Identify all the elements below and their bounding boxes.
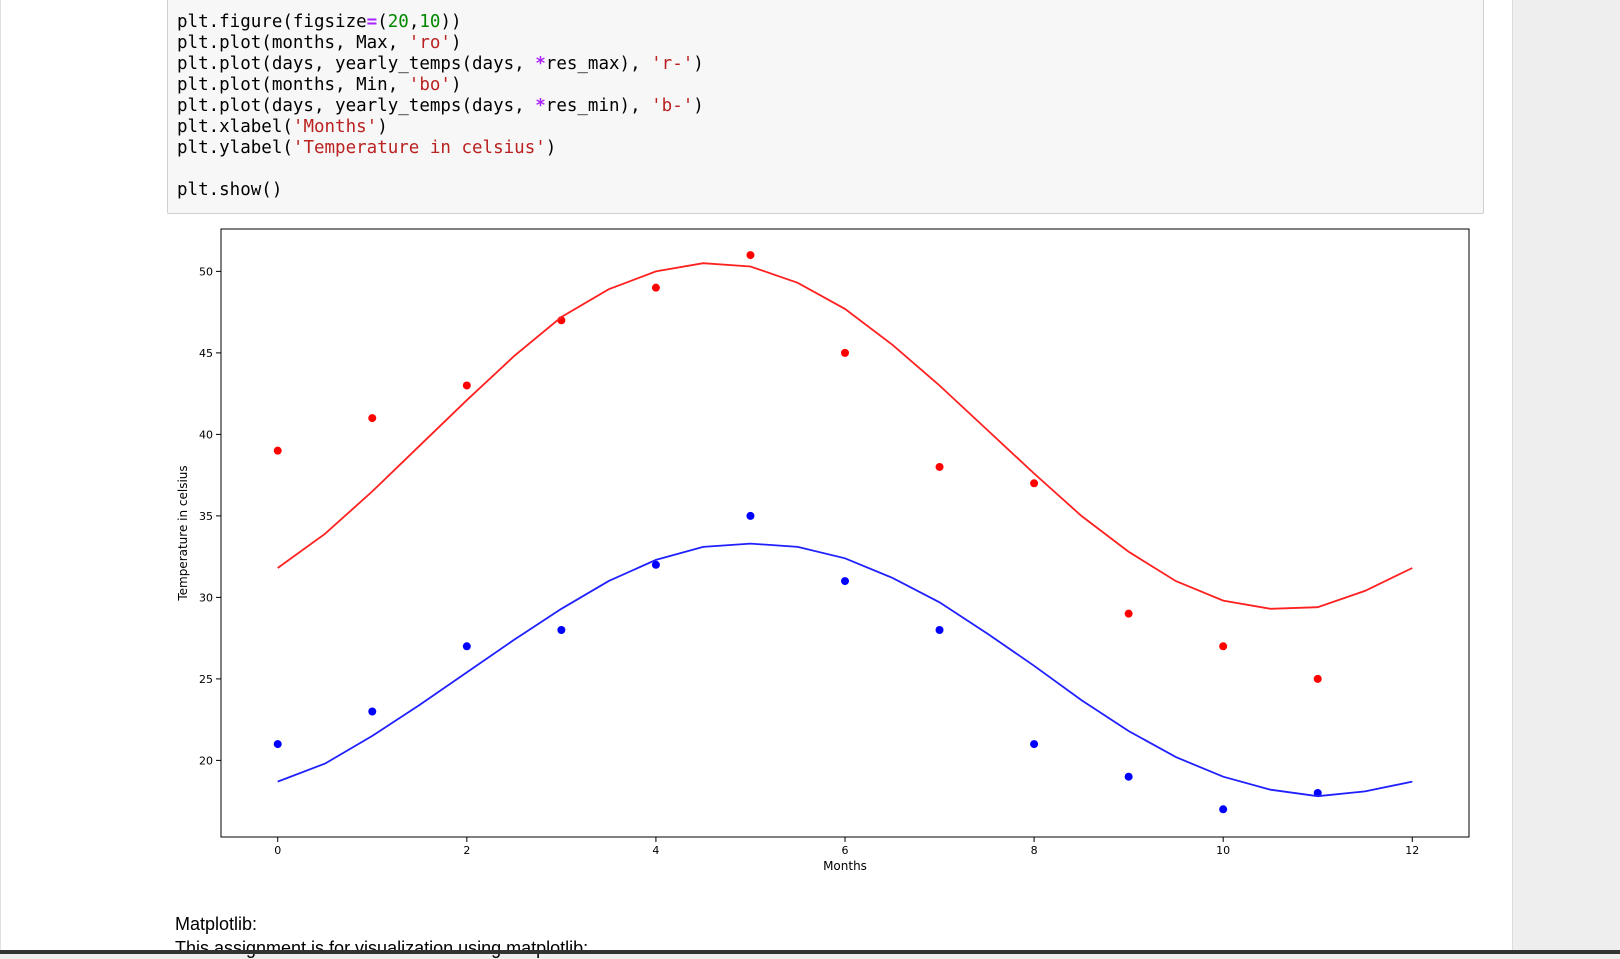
code-token: 10 bbox=[419, 12, 441, 32]
data-point bbox=[368, 707, 377, 716]
data-point bbox=[462, 381, 471, 390]
chart: 0 2 4 6 8 10 12 20 25 30 35 40 45 50 Months Temperature… bbox=[176, 228, 1470, 873]
y-tick-label: 45 bbox=[199, 347, 213, 360]
y-tick-label: 40 bbox=[199, 428, 213, 441]
data-point bbox=[1219, 642, 1228, 651]
data-point bbox=[746, 511, 755, 520]
code-token: * bbox=[535, 54, 546, 74]
code-line: plt.plot(months, Min, 'bo') bbox=[177, 75, 462, 96]
code-line: plt.plot(days, yearly_temps(days, *res_m… bbox=[177, 54, 704, 75]
code-token: )) bbox=[440, 12, 462, 32]
x-axis-label: Months bbox=[823, 859, 867, 873]
y-tick-label: 50 bbox=[199, 265, 213, 278]
code-token: * bbox=[535, 96, 546, 116]
code-token: plt.plot(days, yearly_temps(days, bbox=[177, 96, 536, 116]
code-token: plt.show() bbox=[177, 180, 283, 200]
data-point bbox=[1313, 674, 1322, 683]
code-token: ) bbox=[450, 75, 462, 95]
markdown-subtitle: This assignment is for visualization usi… bbox=[175, 938, 589, 958]
data-point bbox=[746, 251, 755, 260]
code-token: 'ro' bbox=[408, 33, 451, 53]
code-line: plt.figure(figsize=(20,10)) bbox=[177, 12, 462, 33]
code-token: 'b-' bbox=[651, 96, 694, 116]
code-token: 20 bbox=[387, 12, 409, 32]
code-token: ) bbox=[450, 33, 462, 53]
fit-curve bbox=[277, 262, 1413, 610]
plot-frame bbox=[220, 228, 1470, 838]
data-point bbox=[651, 560, 660, 569]
code-line: plt.ylabel('Temperature in celsius') bbox=[177, 138, 556, 159]
code-token: plt.ylabel( bbox=[177, 138, 293, 158]
code-token: ) bbox=[545, 138, 557, 158]
data-point bbox=[1030, 740, 1039, 749]
fit-curve bbox=[277, 542, 1413, 798]
data-point bbox=[273, 740, 282, 749]
data-point bbox=[273, 446, 282, 455]
x-tick-label: 10 bbox=[1216, 844, 1230, 857]
code-line: plt.plot(months, Max, 'ro') bbox=[177, 33, 462, 54]
code-cell[interactable]: plt.figure(figsize=(20,10)) plt.plot(mont… bbox=[167, 0, 1484, 214]
data-point bbox=[1219, 805, 1228, 814]
x-tick-label: 0 bbox=[274, 844, 281, 857]
data-point bbox=[1124, 772, 1133, 781]
code-token: plt.plot(months, Max, bbox=[177, 33, 409, 53]
x-tick-label: 6 bbox=[842, 844, 849, 857]
y-tick-label: 25 bbox=[199, 673, 213, 686]
code-token: ) bbox=[693, 54, 704, 74]
data-point bbox=[1313, 788, 1322, 797]
code-token: ) bbox=[377, 117, 388, 137]
code-line: plt.show() bbox=[177, 180, 282, 201]
code-token: res_max), bbox=[545, 54, 652, 74]
bottom-bar bbox=[0, 950, 1620, 954]
y-tick-label: 35 bbox=[199, 510, 213, 523]
data-point bbox=[368, 414, 377, 423]
notebook-page: plt.figure(figsize=(20,10)) plt.plot(mont… bbox=[0, 0, 1512, 958]
data-point bbox=[651, 283, 660, 292]
code-token: 'r-' bbox=[651, 54, 694, 74]
code-token: ( bbox=[377, 12, 388, 32]
code-token: ) bbox=[693, 96, 704, 116]
code-token: plt.plot(days, yearly_temps(days, bbox=[177, 54, 536, 74]
x-tick-label: 2 bbox=[463, 844, 470, 857]
right-gutter bbox=[1512, 0, 1620, 954]
data-point bbox=[557, 625, 566, 634]
data-point bbox=[841, 348, 849, 357]
data-point bbox=[1124, 609, 1133, 618]
data-point bbox=[1030, 479, 1039, 488]
code-token: res_min), bbox=[545, 96, 652, 116]
x-tick-label: 4 bbox=[652, 844, 659, 857]
code-line: plt.plot(days, yearly_temps(days, *res_m… bbox=[177, 96, 704, 117]
code-token: plt.xlabel( bbox=[177, 117, 293, 137]
x-tick-label: 12 bbox=[1405, 844, 1419, 857]
data-point bbox=[935, 462, 944, 471]
y-tick-label: 20 bbox=[199, 754, 213, 767]
code-token: 'Months' bbox=[292, 117, 378, 137]
data-point bbox=[841, 577, 849, 586]
data-point bbox=[462, 642, 471, 651]
data-point bbox=[935, 625, 944, 634]
x-tick-label: 8 bbox=[1031, 844, 1038, 857]
plot-area bbox=[221, 229, 1469, 837]
code-token: , bbox=[408, 12, 420, 32]
plot-output: 0 2 4 6 8 10 12 20 25 30 35 40 45 50 Months Temperature… bbox=[167, 224, 1484, 884]
code-line: plt.xlabel('Months') bbox=[177, 117, 388, 138]
code-token: = bbox=[366, 12, 378, 32]
markdown-title: Matplotlib: bbox=[175, 914, 258, 934]
code-token: plt.figure(figsize bbox=[177, 12, 367, 32]
code-token: plt.plot(months, Min, bbox=[177, 75, 409, 95]
code-token: 'Temperature in celsius' bbox=[292, 138, 546, 158]
code-token: 'bo' bbox=[408, 75, 451, 95]
y-tick-label: 30 bbox=[199, 591, 213, 604]
y-axis-label: Temperature in celsius bbox=[176, 465, 190, 601]
